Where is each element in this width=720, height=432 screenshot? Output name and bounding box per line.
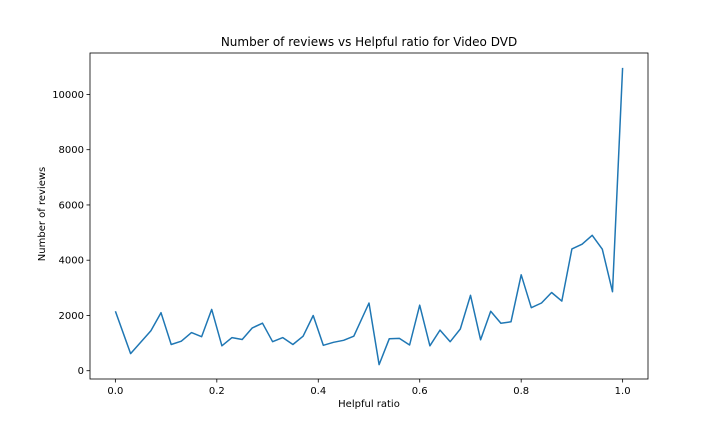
x-tick-label: 0.0 [107,386,123,397]
series-layer [114,67,624,366]
y-axis: 0 2000 4000 6000 8000 10000 [52,90,90,377]
y-tick-label: 2000 [59,311,84,322]
x-tick-label: 0.2 [209,386,225,397]
y-tick-label: 0 [78,366,84,377]
plot-area [89,52,649,380]
series-line [114,67,624,366]
x-tick-label: 0.4 [310,386,326,397]
x-tick-label: 1.0 [615,386,631,397]
y-tick-label: 10000 [52,90,84,101]
y-tick-label: 6000 [59,200,84,211]
x-tick-label: 0.8 [513,386,529,397]
x-tick-label: 0.6 [412,386,428,397]
y-tick-label: 8000 [59,145,84,156]
chart-title: Number of reviews vs Helpful ratio for V… [221,35,517,49]
x-axis-label: Helpful ratio [338,399,400,410]
y-tick-label: 4000 [59,256,84,267]
x-axis: 0.0 0.2 0.4 0.6 0.8 1.0 [107,379,631,397]
y-axis-label: Number of reviews [37,167,48,261]
